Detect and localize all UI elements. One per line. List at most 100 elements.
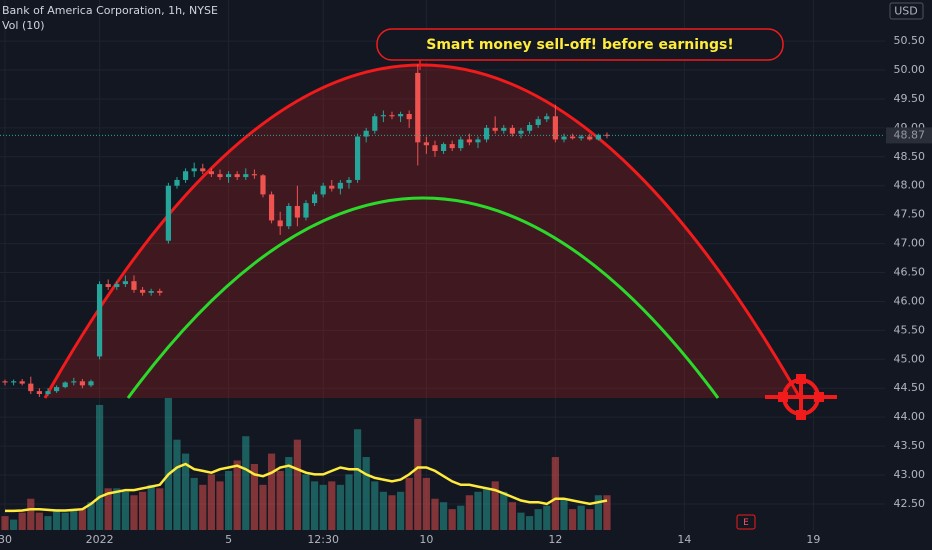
indicator-label: Vol (10)	[2, 19, 45, 32]
candle-body	[492, 127, 498, 131]
volume-bar	[508, 502, 516, 530]
candle-body	[157, 291, 163, 293]
volume-bar	[285, 457, 293, 530]
y-tick-label: 43.00	[894, 468, 926, 481]
volume-bar	[181, 453, 190, 530]
candle-body	[139, 289, 146, 293]
volume-bar	[52, 509, 61, 530]
price-axis	[885, 0, 932, 550]
volume-bar	[353, 429, 362, 530]
volume-bar	[560, 498, 568, 530]
volume-bar	[233, 460, 241, 530]
candle-body	[208, 171, 214, 175]
volume-bar	[207, 474, 215, 530]
y-tick-label: 49.50	[894, 92, 926, 105]
y-tick-label: 44.00	[894, 410, 926, 423]
earnings-box[interactable]	[736, 514, 756, 530]
candle-body	[526, 124, 533, 131]
candle-body	[483, 127, 490, 140]
x-tick-label: 5	[225, 533, 232, 546]
target-handles	[778, 374, 824, 420]
y-tick-label: 48.50	[894, 150, 926, 163]
candle-body	[535, 119, 541, 125]
volume-bar	[414, 418, 422, 530]
currency[interactable]: USD	[894, 5, 918, 18]
volume-bar	[1, 516, 9, 530]
volume-bar	[242, 436, 250, 530]
candle-body	[53, 387, 60, 392]
candle-body	[165, 185, 171, 241]
candle-body	[251, 174, 257, 176]
y-tick-label: 44.50	[894, 381, 926, 394]
volume-bar	[517, 512, 525, 530]
candle-body	[595, 134, 601, 140]
volume-bar	[525, 516, 534, 530]
volume-bar	[259, 484, 267, 530]
candle-body	[217, 174, 223, 178]
candle-body	[19, 381, 25, 384]
x-tick-label: 19	[806, 533, 820, 546]
candle-body	[10, 381, 17, 383]
volume-bar	[439, 502, 448, 530]
volume-bar	[95, 404, 104, 530]
candle-body	[71, 381, 77, 383]
volume-bar	[18, 512, 26, 530]
volume-bar	[482, 488, 491, 530]
candle-body	[475, 139, 481, 143]
volume-bar	[224, 470, 233, 530]
last-price-tag	[886, 127, 932, 144]
y-tick-label: 45.50	[894, 323, 926, 336]
candle-body	[346, 179, 352, 183]
candle-body	[225, 174, 232, 178]
candle-body	[458, 139, 464, 149]
volume-bar	[199, 484, 207, 530]
y-tick-label: 42.50	[894, 497, 926, 510]
candle-body	[243, 174, 249, 178]
candle-body	[62, 382, 68, 388]
volume-bar	[302, 474, 310, 530]
candle-body	[286, 205, 292, 227]
volume-bar	[491, 481, 499, 530]
y-tick-label: 50.50	[894, 34, 926, 47]
candle-body	[122, 281, 128, 285]
candle-body	[36, 391, 42, 395]
candle-body	[578, 136, 584, 139]
candle-body	[406, 113, 412, 120]
volume-bar	[328, 481, 336, 530]
volume-bar	[319, 484, 327, 530]
volume-bar	[603, 495, 611, 530]
candle-body	[466, 139, 472, 143]
candle-body	[561, 136, 567, 140]
volume-bar	[568, 509, 577, 530]
volume-bar	[190, 477, 198, 530]
volume-ma-line	[5, 462, 608, 513]
candle-body	[501, 127, 507, 131]
volume-bar	[156, 488, 164, 530]
green-arc	[126, 196, 720, 399]
candle-body	[363, 130, 369, 137]
candle-body	[294, 205, 300, 218]
volume-bar	[534, 509, 542, 530]
callout-box	[376, 28, 784, 61]
volume-bar	[431, 498, 439, 530]
candle-body	[569, 136, 576, 139]
volume-bar	[121, 491, 129, 530]
volume-bar	[422, 477, 430, 530]
y-tick-label: 47.00	[894, 237, 926, 250]
candle-body	[354, 136, 361, 180]
y-tick-label: 46.00	[894, 294, 926, 307]
candle-body	[552, 116, 558, 140]
volume-bar	[250, 464, 258, 530]
volume-bar	[457, 505, 465, 530]
y-tick-label: 47.50	[894, 208, 926, 221]
volume-bar	[371, 481, 379, 530]
volume-bar	[44, 516, 52, 530]
earnings-marker[interactable]: E	[743, 518, 749, 528]
y-tick-label: 43.50	[894, 439, 926, 452]
candle-body	[329, 185, 335, 189]
volume-bar	[336, 484, 344, 530]
currency-box[interactable]	[889, 2, 924, 20]
last-price-label: 48.87	[894, 128, 926, 141]
